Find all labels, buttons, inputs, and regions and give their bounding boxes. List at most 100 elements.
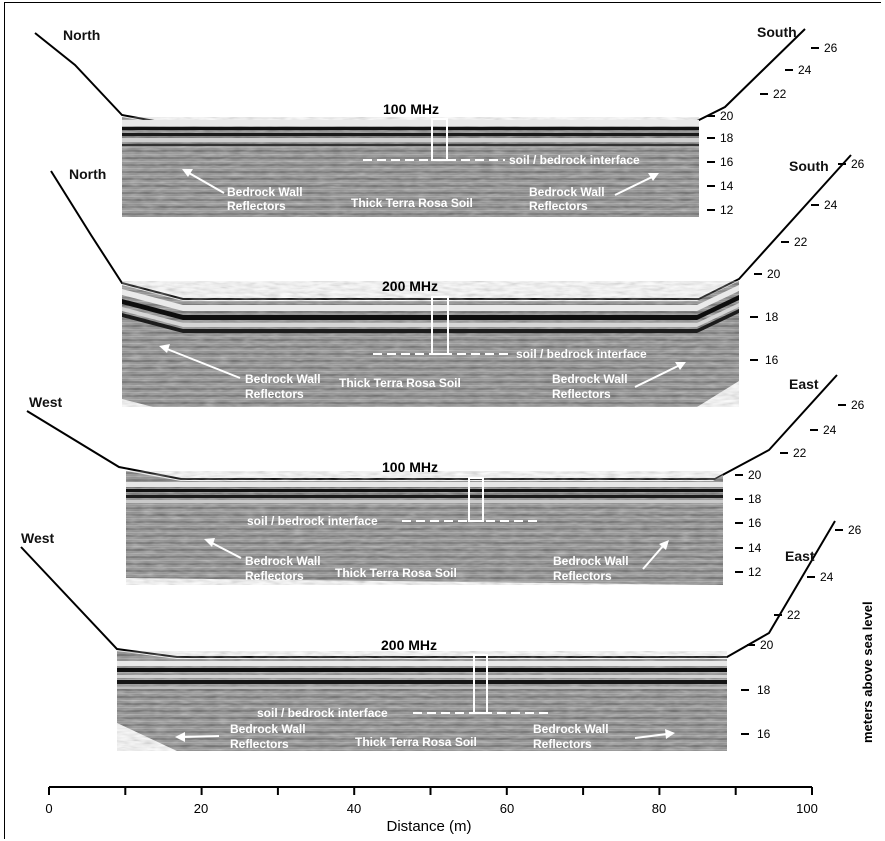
radargram-image xyxy=(117,651,727,751)
surface-profile-line xyxy=(50,154,852,300)
direction-label-right: East xyxy=(789,376,819,392)
elevation-scale: 26 24 22 20 18 16 xyxy=(741,523,862,741)
reflector-arrowhead-left xyxy=(159,344,170,353)
reflector-arrowhead-right xyxy=(659,540,669,550)
reflector-arrow-right xyxy=(642,545,664,570)
panel-ns-200mhz: North South 200 MHz soil / bedrock inter… xyxy=(50,154,865,407)
distance-tick-label: 100 xyxy=(796,801,818,816)
direction-label-left: North xyxy=(63,27,100,43)
reflector-label-left-line1: Bedrock Wall xyxy=(230,722,306,736)
elevation-tick-label: 20 xyxy=(748,468,762,482)
distance-tick-label: 0 xyxy=(45,801,52,816)
reflector-arrow-right xyxy=(614,176,653,196)
elevation-tick-label: 18 xyxy=(765,310,779,324)
reflector-label-right-line2: Reflectors xyxy=(553,569,612,583)
reflector-label-right-line2: Reflectors xyxy=(552,387,611,401)
elevation-tick-label: 16 xyxy=(720,155,734,169)
reflector-label-left-line2: Reflectors xyxy=(245,387,304,401)
reflector-arrow-right xyxy=(634,365,679,388)
elevation-tick-label: 24 xyxy=(823,423,837,437)
reflector-arrow-left xyxy=(211,542,242,559)
panel-we-100mhz: West East 100 MHz soil / bedrock interfa… xyxy=(26,374,865,585)
reflector-label-right-line1: Bedrock Wall xyxy=(529,185,605,199)
direction-label-right: South xyxy=(789,158,829,174)
radargram-image xyxy=(122,117,699,217)
elevation-scale: 26 24 22 20 18 16 14 12 xyxy=(735,398,865,579)
reflector-label-right-line1: Bedrock Wall xyxy=(552,372,628,386)
elevation-tick-label: 16 xyxy=(757,727,771,741)
elevation-tick-label: 20 xyxy=(720,109,734,123)
reflector-label-left-line2: Reflectors xyxy=(230,737,289,751)
elevation-tick-label: 18 xyxy=(757,683,771,697)
elevation-tick-label: 24 xyxy=(798,63,812,77)
reflector-label-right-line1: Bedrock Wall xyxy=(533,722,609,736)
distance-axis-title: Distance (m) xyxy=(386,818,471,835)
soil-label: Thick Terra Rosa Soil xyxy=(351,196,473,210)
reflector-arrowhead-left xyxy=(204,538,215,547)
reflector-label-left-line2: Reflectors xyxy=(227,199,286,213)
trench-marker xyxy=(431,296,449,355)
elevation-tick-label: 16 xyxy=(748,516,762,530)
distance-tick-label: 60 xyxy=(500,801,514,816)
elevation-tick-label: 26 xyxy=(848,523,862,537)
elevation-scale: 26 24 22 20 18 16 xyxy=(750,157,865,367)
reflector-arrowhead-left xyxy=(175,732,185,742)
soil-label: Thick Terra Rosa Soil xyxy=(355,735,477,749)
elevation-scale: 26 24 22 20 18 16 14 12 xyxy=(707,41,838,217)
elevation-tick-label: 12 xyxy=(720,203,734,217)
reflector-arrow-left xyxy=(166,348,241,379)
y-axis-title: meters above sea level xyxy=(860,601,875,743)
elevation-tick-label: 20 xyxy=(760,638,774,652)
direction-label-left: North xyxy=(69,166,106,182)
elevation-tick-label: 22 xyxy=(773,87,787,101)
elevation-tick-label: 18 xyxy=(748,492,762,506)
elevation-tick-label: 22 xyxy=(787,608,801,622)
trench-marker xyxy=(473,654,488,714)
elevation-tick-label: 14 xyxy=(748,541,762,555)
reflector-label-right-line2: Reflectors xyxy=(533,737,592,751)
direction-label-right: East xyxy=(785,548,815,564)
interface-label: soil / bedrock interface xyxy=(247,514,378,528)
panel-we-200mhz: West East 200 MHz soil / bedrock interfa… xyxy=(20,520,862,751)
distance-axis-ticks xyxy=(48,787,813,795)
distance-tick-label: 20 xyxy=(194,801,208,816)
direction-label-left: West xyxy=(21,530,55,546)
interface-label: soil / bedrock interface xyxy=(509,153,640,167)
distance-axis: 0 20 40 60 80 100 Distance (m) xyxy=(45,786,818,835)
elevation-tick-label: 14 xyxy=(720,179,734,193)
soil-label: Thick Terra Rosa Soil xyxy=(335,566,457,580)
reflector-label-right-line2: Reflectors xyxy=(529,199,588,213)
reflector-arrowhead-right xyxy=(648,173,659,181)
reflector-arrow-right xyxy=(634,733,668,739)
reflector-arrow-left xyxy=(182,735,220,738)
elevation-tick-label: 12 xyxy=(748,565,762,579)
elevation-tick-label: 18 xyxy=(720,131,734,145)
elevation-tick-label: 22 xyxy=(794,235,808,249)
interface-label: soil / bedrock interface xyxy=(257,706,388,720)
reflector-label-right-line1: Bedrock Wall xyxy=(553,554,629,568)
elevation-tick-label: 20 xyxy=(767,267,781,281)
elevation-tick-label: 24 xyxy=(824,198,838,212)
reflector-label-left-line1: Bedrock Wall xyxy=(245,554,321,568)
gpr-figure: North South 100 MHz soil / bedrock inter… xyxy=(4,2,881,839)
reflector-label-left-line1: Bedrock Wall xyxy=(245,372,321,386)
radargram-image xyxy=(122,281,739,407)
elevation-tick-label: 22 xyxy=(793,446,807,460)
panel-ns-100mhz: North South 100 MHz soil / bedrock inter… xyxy=(34,24,838,217)
elevation-tick-label: 16 xyxy=(765,353,779,367)
elevation-tick-label: 24 xyxy=(820,570,834,584)
surface-profile-line xyxy=(26,374,838,480)
interface-label: soil / bedrock interface xyxy=(516,347,647,361)
frequency-label: 100 MHz xyxy=(383,101,439,117)
reflector-label-left-line1: Bedrock Wall xyxy=(227,185,303,199)
soil-label: Thick Terra Rosa Soil xyxy=(339,376,461,390)
frequency-label: 100 MHz xyxy=(382,459,438,475)
distance-tick-label: 40 xyxy=(347,801,361,816)
reflector-arrow-left xyxy=(188,172,225,194)
reflector-label-left-line2: Reflectors xyxy=(245,569,304,583)
elevation-tick-label: 26 xyxy=(824,41,838,55)
gpr-profiles-svg: North South 100 MHz soil / bedrock inter… xyxy=(20,24,875,835)
radargram-image xyxy=(126,471,723,585)
frequency-label: 200 MHz xyxy=(382,278,438,294)
frequency-label: 200 MHz xyxy=(381,637,437,653)
